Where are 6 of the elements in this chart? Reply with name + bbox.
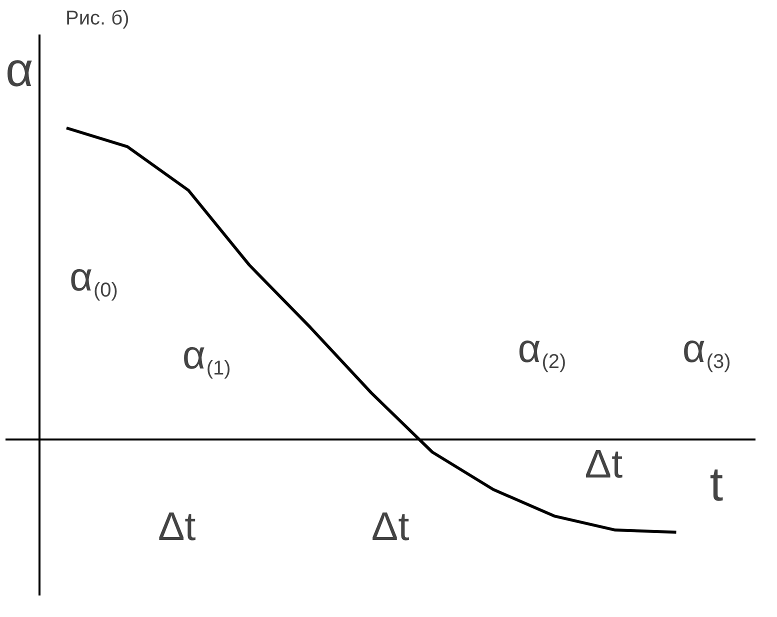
chart-title: Рис. б) [66,8,130,30]
annotation: Δt [158,504,196,549]
annotation: Δt [371,504,410,549]
x-axis-title: t [710,458,724,512]
annotation: Δt [584,442,623,486]
y-axis-title: α [6,44,34,97]
